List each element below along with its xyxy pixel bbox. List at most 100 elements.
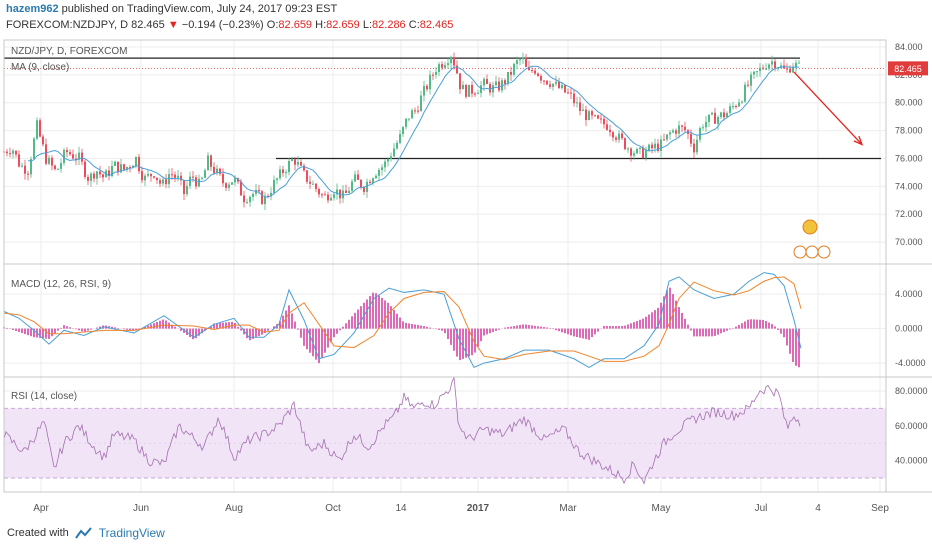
candle-body: [90, 173, 92, 181]
candle-body: [171, 174, 173, 176]
candle-body: [738, 102, 740, 107]
publish-line: hazem962 published on TradingView.com, J…: [6, 3, 337, 15]
rsi-tick-label: 80.0000: [895, 386, 928, 396]
candle-body: [582, 109, 584, 111]
candle-body: [60, 163, 62, 169]
tradingview-link[interactable]: TradingView: [98, 526, 165, 540]
candle-body: [555, 81, 557, 84]
x-tick-label: Aug: [225, 503, 243, 514]
candle-body: [240, 181, 242, 196]
candle-body: [621, 133, 623, 139]
candle-body: [417, 110, 419, 112]
candle-body: [690, 133, 692, 144]
candle-body: [540, 75, 542, 81]
candle-body: [453, 57, 455, 66]
candle-body: [435, 72, 437, 75]
price-tick-label: 72.000: [895, 209, 923, 219]
low-label: L:: [362, 19, 373, 31]
candle-body: [348, 190, 350, 193]
candle-body: [642, 147, 644, 158]
candle-body: [123, 164, 125, 170]
candle-body: [150, 173, 152, 177]
candle-body: [630, 148, 632, 156]
candle-body: [510, 71, 512, 75]
candle-body: [99, 171, 101, 175]
candle-body: [258, 189, 260, 192]
tradingview-logo-icon: [74, 527, 92, 539]
macd-tick-label: 0.0000: [895, 324, 923, 334]
candle-body: [552, 83, 554, 87]
candle-body: [180, 175, 182, 181]
candle-body: [198, 178, 200, 187]
candle-body: [246, 202, 248, 204]
event-dot: [817, 245, 831, 259]
price-tick-label: 84.000: [895, 42, 923, 52]
candle-body: [210, 155, 212, 167]
author-link[interactable]: hazem962: [6, 3, 59, 15]
candle-body: [696, 139, 698, 153]
candle-body: [528, 66, 530, 71]
candle-body: [573, 93, 575, 104]
candle-body: [747, 84, 749, 86]
candle-body: [249, 196, 251, 203]
candle-body: [222, 173, 224, 184]
last-price-tag: [888, 61, 928, 76]
event-dot: [802, 219, 818, 235]
candle-body: [492, 85, 494, 93]
candle-body: [141, 171, 143, 181]
candle-body: [42, 136, 44, 145]
candle-body: [273, 179, 275, 193]
candle-body: [420, 95, 422, 112]
events-widget-icon[interactable]: [793, 219, 831, 259]
x-tick-label: 4: [815, 503, 821, 514]
candle-body: [75, 158, 77, 160]
candle-body: [324, 194, 326, 196]
candle-body: [363, 187, 365, 192]
candle-body: [459, 73, 461, 90]
candle-body: [15, 150, 17, 155]
candle-body: [474, 93, 476, 95]
candle-body: [588, 111, 590, 120]
candle-body: [639, 147, 641, 149]
candle-body: [711, 112, 713, 115]
candle-body: [288, 160, 290, 173]
candle-body: [330, 197, 332, 201]
candle-body: [609, 129, 611, 133]
candle-body: [243, 195, 245, 203]
candle-body: [531, 70, 533, 72]
candle-body: [483, 78, 485, 86]
footer: Created with TradingView: [7, 526, 165, 540]
rsi-line: [3, 376, 801, 485]
rsi-tick-label: 60.0000: [895, 421, 928, 431]
candle-body: [111, 165, 113, 177]
candle-body: [675, 130, 677, 134]
candle-body: [270, 192, 272, 197]
candle-body: [216, 168, 218, 173]
candle-body: [723, 112, 725, 118]
macd-label: MACD (12, 26, RSI, 9): [11, 279, 112, 290]
candle-body: [267, 195, 269, 197]
candle-body: [522, 57, 524, 60]
price-tick-label: 70.000: [895, 237, 923, 247]
price-change: −0.194 (−0.23%): [181, 19, 264, 31]
candle-body: [195, 177, 197, 187]
candle-body: [741, 101, 743, 103]
candle-body: [219, 168, 221, 174]
candle-body: [735, 106, 737, 108]
x-tick-label: Mar: [559, 503, 577, 514]
candle-body: [627, 148, 629, 150]
candle-body: [306, 170, 308, 182]
candle-body: [618, 133, 620, 140]
candle-body: [726, 112, 728, 118]
candle-body: [57, 168, 59, 170]
candle-body: [702, 127, 704, 129]
candle-body: [405, 118, 407, 127]
macd-tick-label: -4.0000: [895, 358, 926, 368]
candle-body: [126, 166, 128, 170]
candle-body: [765, 68, 767, 70]
candle-body: [117, 161, 119, 173]
candle-body: [558, 81, 560, 89]
candle-body: [678, 125, 680, 134]
candle-body: [84, 161, 86, 177]
